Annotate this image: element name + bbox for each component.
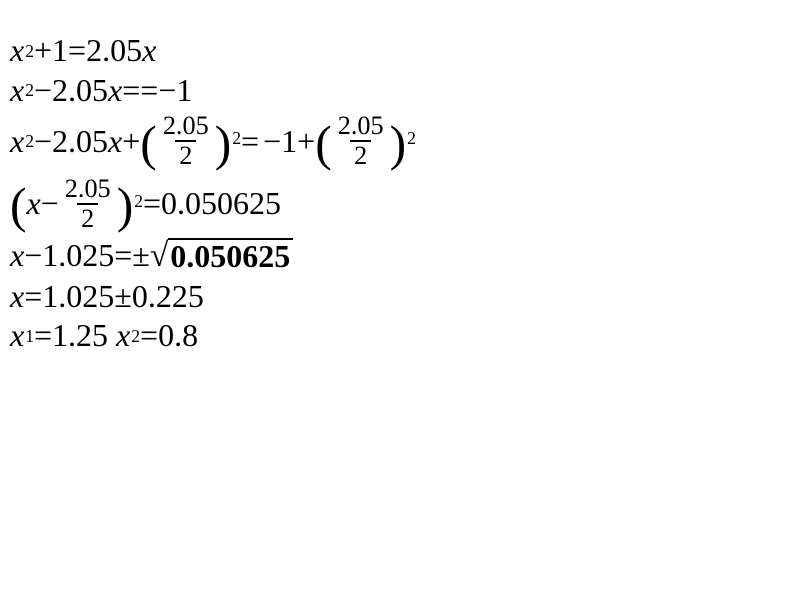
fraction-den: 2: [175, 140, 196, 169]
fraction: 2.052: [334, 113, 388, 169]
fraction-den: 2: [350, 140, 371, 169]
equation-line-5: x−1.025 = ±√0.050625: [10, 238, 790, 274]
plus-minus: ±: [114, 280, 132, 314]
equation-line-7: x1=1.25x2=0.8: [10, 319, 790, 353]
const-1025: 1.025: [42, 239, 114, 273]
var-x: x: [10, 280, 24, 314]
coef-205: 2.05: [52, 74, 108, 108]
equation-line-3: x2−2.05x+(2.052)2=−1+(2.052)2: [10, 113, 790, 169]
outer-exp: 2: [133, 191, 143, 211]
equation-line-2: x2−2.05x= = −1: [10, 74, 790, 108]
equation-line-1: x2+1= 2.05x: [10, 34, 790, 68]
rparen: ): [117, 187, 134, 224]
lparen: (: [315, 125, 332, 162]
plus-minus: ±: [132, 239, 150, 273]
rparen: ): [215, 125, 232, 162]
coef-205: 2.05: [86, 34, 142, 68]
fraction: 2.052: [159, 113, 213, 169]
minus: −: [24, 239, 42, 273]
val-a: 1.025: [42, 280, 114, 314]
rhs-value: 0.050625: [161, 187, 281, 221]
var-x: x: [142, 34, 156, 68]
fraction-num: 2.05: [61, 176, 115, 203]
radicand: 0.050625: [168, 238, 293, 274]
equals: =: [122, 74, 140, 108]
minus: −: [34, 125, 52, 159]
equation-line-4: (x−2.052)2 = 0.050625: [10, 176, 790, 232]
lparen: (: [10, 187, 27, 224]
var-x: x: [108, 74, 122, 108]
blank-line: [10, 18, 790, 28]
fraction-num: 2.05: [334, 113, 388, 140]
equals: =: [68, 34, 86, 68]
var-x: x: [116, 319, 130, 353]
equals: =: [241, 125, 259, 159]
var-x: x: [10, 74, 24, 108]
one: 1: [176, 74, 192, 108]
minus: −: [34, 74, 52, 108]
minus: −: [41, 187, 59, 221]
plus-one: +1: [34, 34, 68, 68]
plus: +: [122, 125, 140, 159]
fraction-den: 2: [77, 203, 98, 232]
fraction-num: 2.05: [159, 113, 213, 140]
var-x: x: [10, 319, 24, 353]
equation-line-6: x = 1.025±0.225: [10, 280, 790, 314]
minus: −: [158, 74, 176, 108]
coef-205: 2.05: [52, 125, 108, 159]
var-x: x: [27, 187, 41, 221]
equals: =: [140, 74, 158, 108]
var-x: x: [10, 34, 24, 68]
outer-exp: 2: [406, 128, 416, 148]
val-x1: =1.25: [34, 319, 108, 353]
math-derivation: x2+1= 2.05x x2−2.05x= = −1 x2−2.05x+(2.0…: [0, 0, 800, 369]
var-x: x: [10, 125, 24, 159]
fraction: 2.052: [61, 176, 115, 232]
var-x: x: [108, 125, 122, 159]
one: 1: [281, 125, 297, 159]
plus: +: [297, 125, 315, 159]
val-b: 0.225: [132, 280, 204, 314]
equals-text: =: [143, 187, 161, 221]
minus: −: [263, 125, 281, 159]
equals-text: =: [114, 239, 132, 273]
square-root: √0.050625: [150, 238, 293, 274]
rparen: ): [390, 125, 407, 162]
val-x2: =0.8: [140, 319, 198, 353]
radical-icon: √: [150, 239, 168, 275]
var-x: x: [10, 239, 24, 273]
lparen: (: [140, 125, 157, 162]
equals-text: =: [24, 280, 42, 314]
outer-exp: 2: [231, 128, 241, 148]
